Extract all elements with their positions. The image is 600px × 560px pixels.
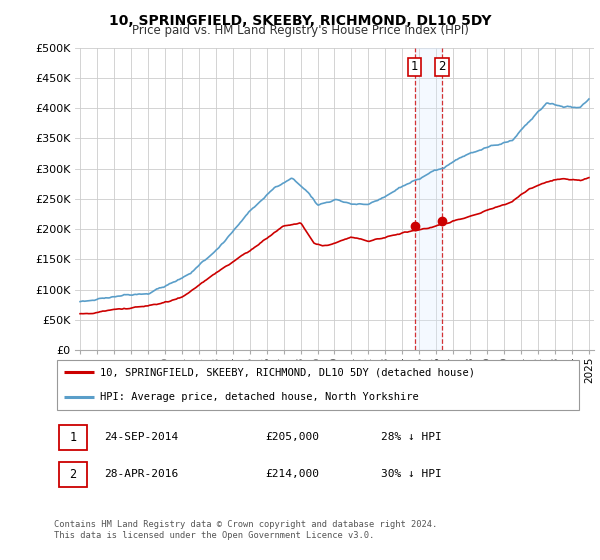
Text: 24-SEP-2014: 24-SEP-2014 bbox=[104, 432, 178, 442]
Text: 2: 2 bbox=[70, 468, 77, 481]
Text: 28-APR-2016: 28-APR-2016 bbox=[104, 469, 178, 479]
Text: 10, SPRINGFIELD, SKEEBY, RICHMOND, DL10 5DY (detached house): 10, SPRINGFIELD, SKEEBY, RICHMOND, DL10 … bbox=[100, 367, 475, 377]
Text: 10, SPRINGFIELD, SKEEBY, RICHMOND, DL10 5DY: 10, SPRINGFIELD, SKEEBY, RICHMOND, DL10 … bbox=[109, 14, 491, 28]
Bar bbox=[415, 48, 442, 350]
Text: 28% ↓ HPI: 28% ↓ HPI bbox=[382, 432, 442, 442]
FancyBboxPatch shape bbox=[56, 360, 580, 410]
Text: Price paid vs. HM Land Registry's House Price Index (HPI): Price paid vs. HM Land Registry's House … bbox=[131, 24, 469, 37]
Text: £214,000: £214,000 bbox=[265, 469, 319, 479]
Text: HPI: Average price, detached house, North Yorkshire: HPI: Average price, detached house, Nort… bbox=[100, 391, 419, 402]
Text: 1: 1 bbox=[70, 431, 77, 444]
FancyBboxPatch shape bbox=[59, 461, 87, 487]
Text: 2: 2 bbox=[438, 60, 446, 73]
Text: 30% ↓ HPI: 30% ↓ HPI bbox=[382, 469, 442, 479]
FancyBboxPatch shape bbox=[59, 424, 87, 450]
Text: Contains HM Land Registry data © Crown copyright and database right 2024.
This d: Contains HM Land Registry data © Crown c… bbox=[54, 520, 437, 540]
Text: £205,000: £205,000 bbox=[265, 432, 319, 442]
Text: 1: 1 bbox=[411, 60, 418, 73]
